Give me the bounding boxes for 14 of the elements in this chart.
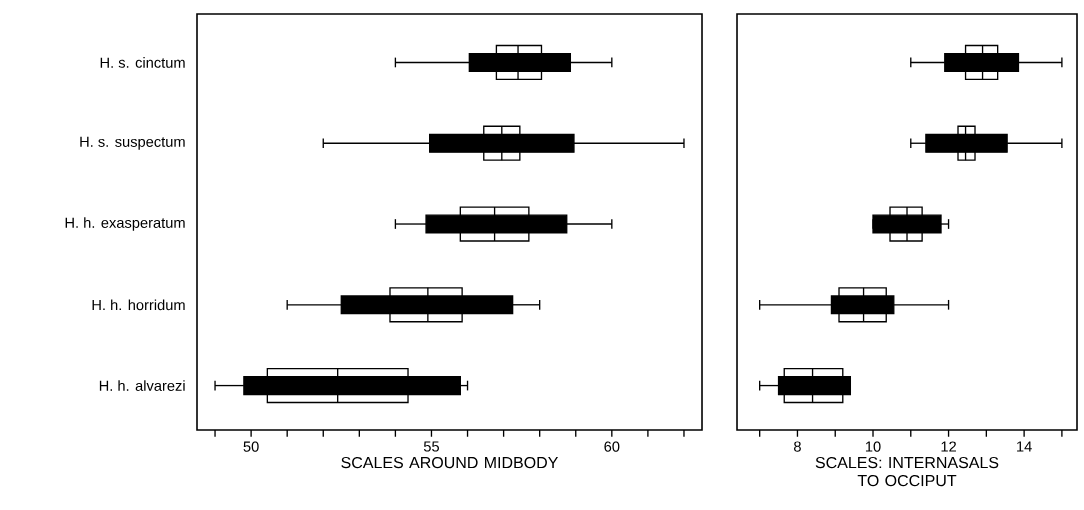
y-tick-label: H. s. suspectum [80, 136, 185, 150]
x-tick-label: 10 [865, 441, 881, 452]
x-tick-label: 55 [423, 441, 439, 452]
x-tick-label: 12 [941, 441, 956, 452]
x-tick-label: 50 [243, 441, 259, 452]
x-tick-label: 60 [604, 441, 620, 452]
x-axis-title: SCALES: INTERNASALS TO OCCIPUT [815, 456, 999, 487]
x-tick-label: 14 [1017, 441, 1032, 452]
x-axis-title: SCALES AROUND MIDBODY [341, 456, 559, 469]
y-tick-label: H. h. horridum [92, 299, 185, 311]
y-tick-label: H. h. exasperatum [65, 217, 185, 231]
x-tick-label: 8 [794, 441, 801, 452]
y-tick-label: H. h. alvarezi [99, 380, 185, 391]
y-tick-label: H. s. cinctum [100, 57, 185, 68]
